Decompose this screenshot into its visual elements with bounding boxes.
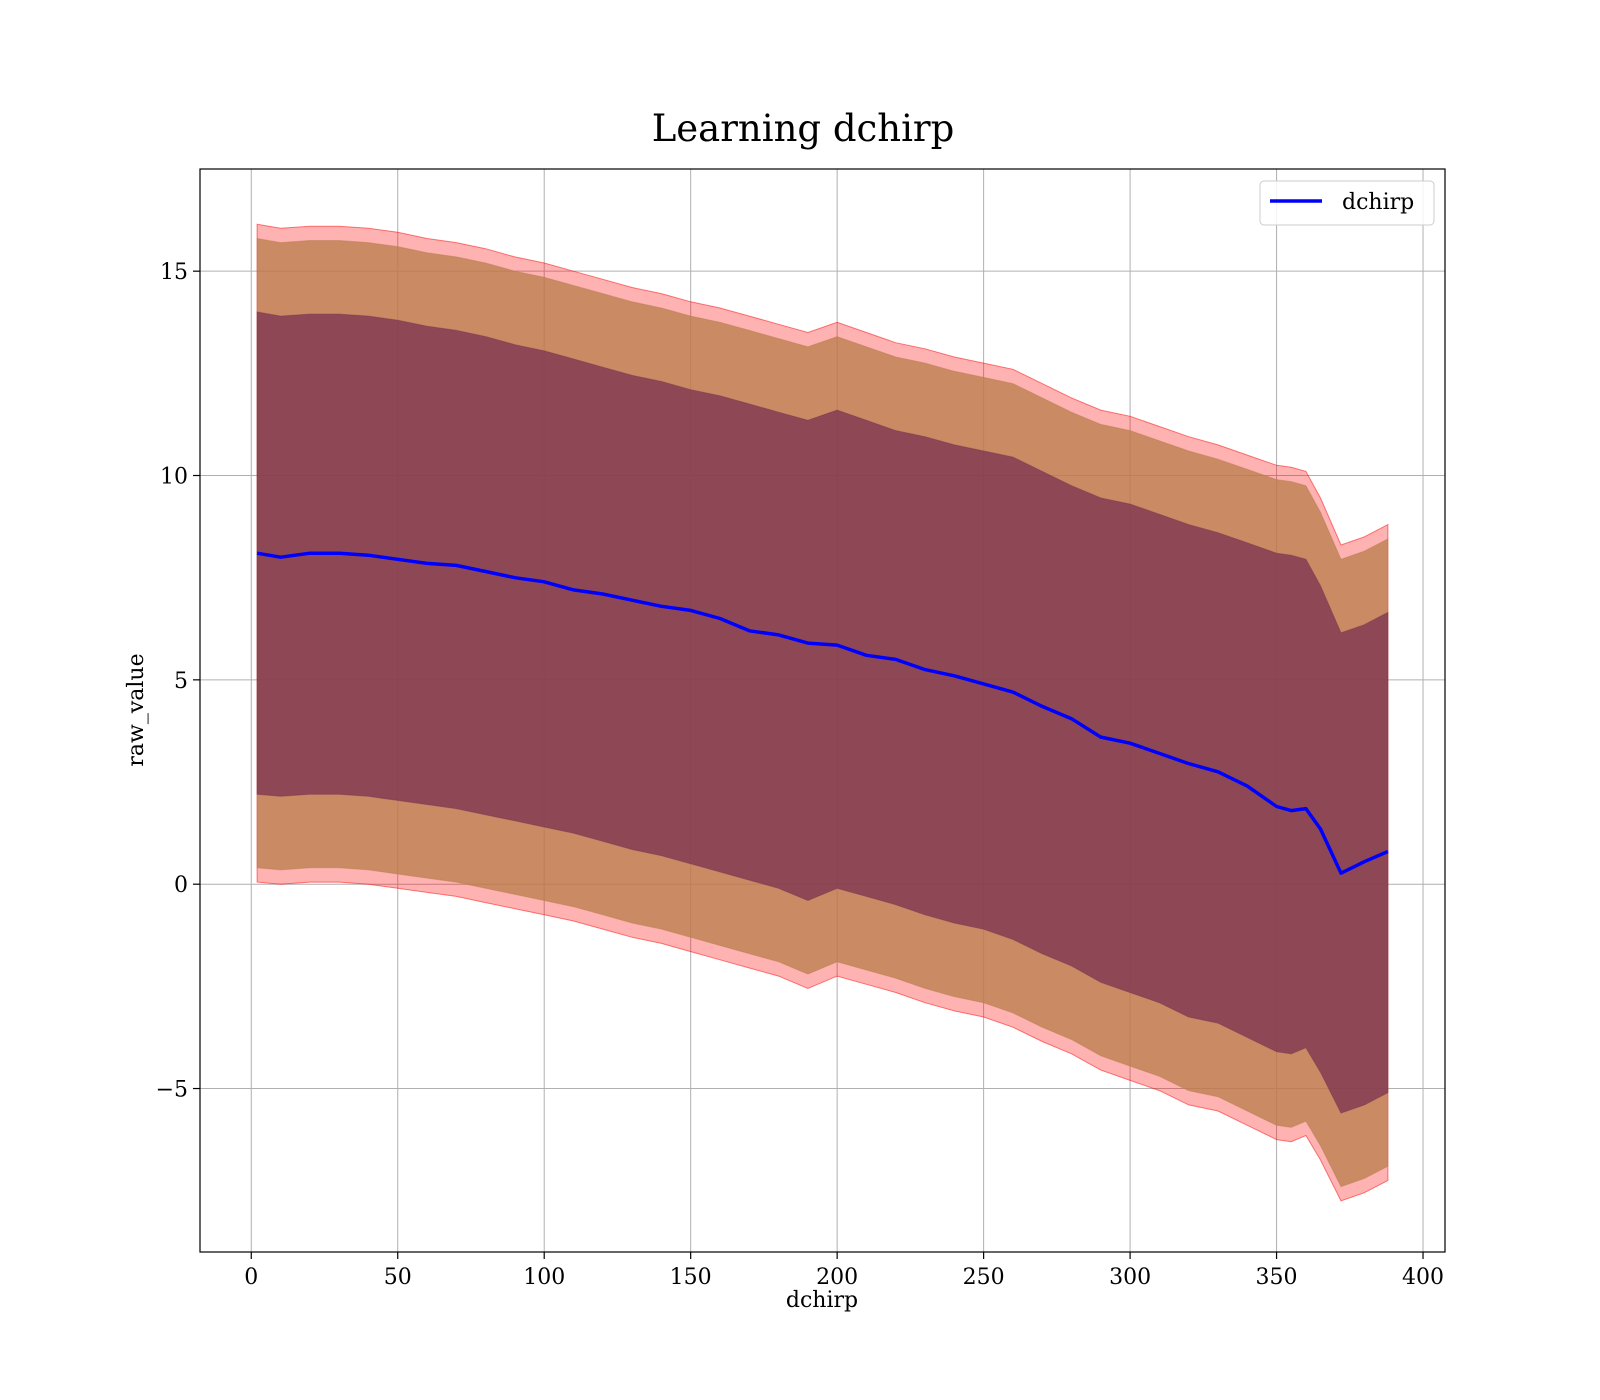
x-tick-label: 300 <box>1109 1265 1151 1290</box>
y-axis-label: raw_value <box>124 653 149 766</box>
legend-label-dchirp: dchirp <box>1342 190 1414 215</box>
band-1sigma <box>256 311 1389 1114</box>
x-tick-label: 200 <box>816 1265 858 1290</box>
x-tick-label: 0 <box>244 1265 258 1290</box>
y-tick-label: 5 <box>174 669 188 694</box>
plot-area-frame <box>199 168 1446 1253</box>
x-tick-label: 250 <box>963 1265 1005 1290</box>
y-tick-label: −5 <box>156 1078 188 1103</box>
y-tick-label: 0 <box>174 873 188 898</box>
legend-box <box>1259 180 1435 226</box>
x-ticks: 0 50 100 150 200 250 300 350 400 <box>244 1252 1444 1290</box>
x-tick-label: 400 <box>1402 1265 1444 1290</box>
y-tick-label: 15 <box>160 260 188 285</box>
y-tick-label: 10 <box>160 465 188 490</box>
x-tick-label: 150 <box>670 1265 712 1290</box>
x-tick-label: 100 <box>523 1265 565 1290</box>
series-line-dchirp <box>256 551 1389 875</box>
bands <box>256 223 1389 1202</box>
x-tick-label: 50 <box>384 1265 412 1290</box>
y-ticks: −5 0 5 10 15 <box>156 260 200 1103</box>
legend: dchirp <box>1259 180 1435 226</box>
series-lines <box>256 551 1389 875</box>
x-tick-label: 350 <box>1256 1265 1298 1290</box>
chart-title: Learning dchirp <box>652 107 955 150</box>
x-axis-label: dchirp <box>786 1288 858 1313</box>
